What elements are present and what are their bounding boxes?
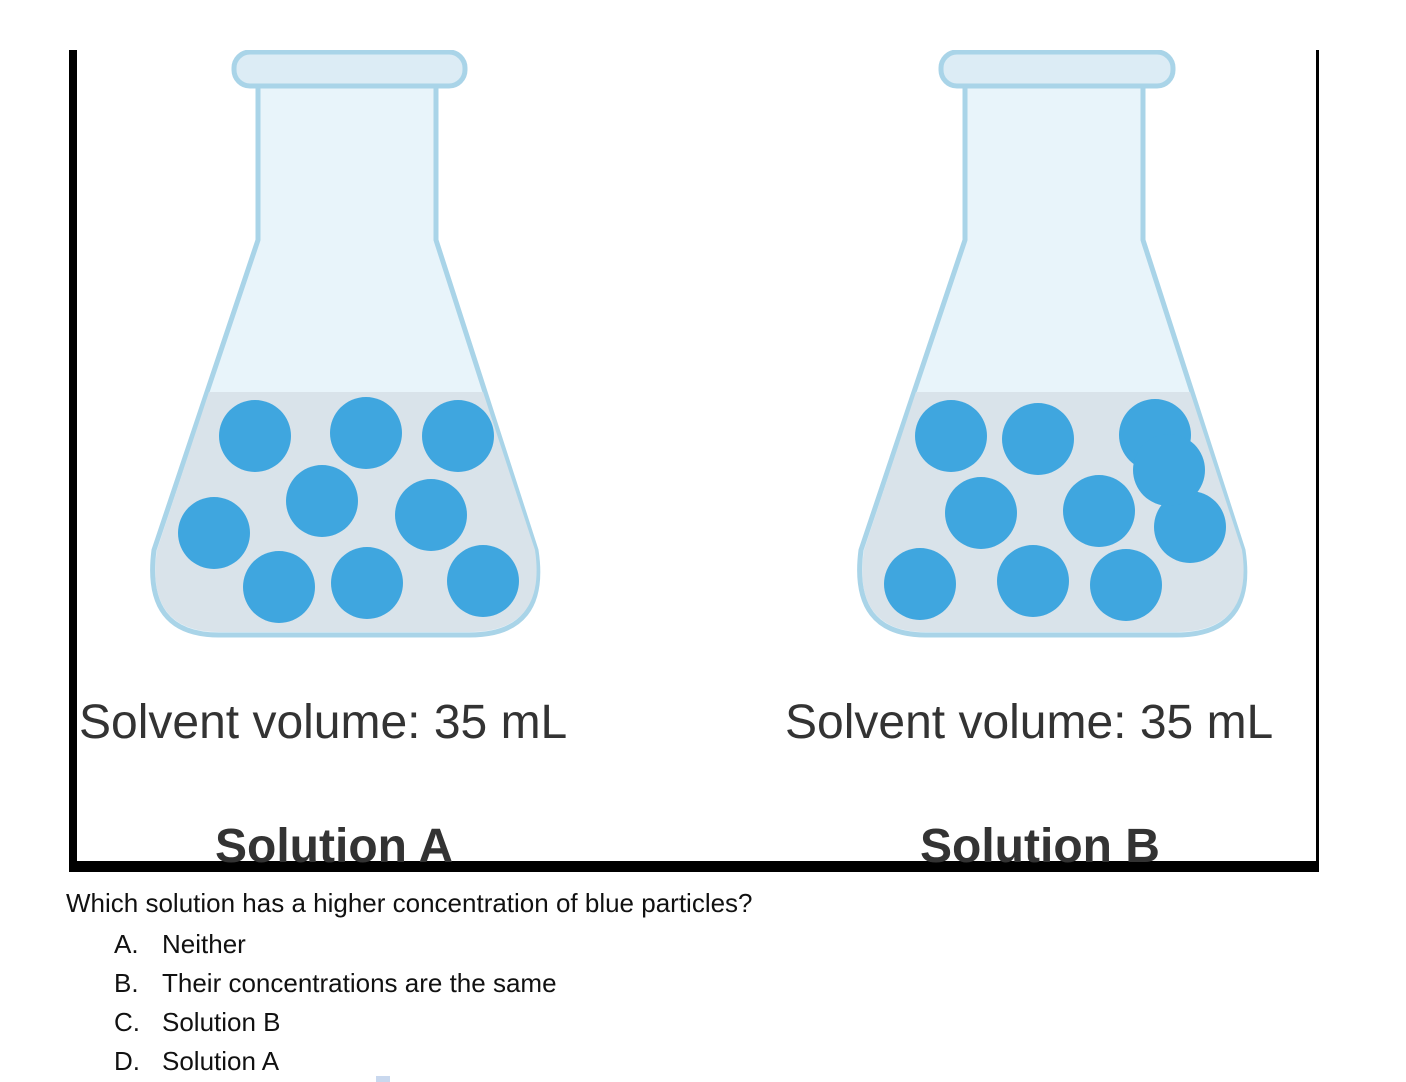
solution-b-particle — [1063, 475, 1135, 547]
solution-a-particle — [447, 545, 519, 617]
choice-d-letter: D. — [114, 1042, 162, 1081]
solution-a-particle — [286, 465, 358, 537]
solution-a-particle — [331, 547, 403, 619]
choice-b[interactable]: B. Their concentrations are the same — [114, 964, 557, 1003]
solution-a-title: Solution A — [215, 820, 453, 872]
choice-a-letter: A. — [114, 925, 162, 964]
solution-b-particle — [997, 545, 1069, 617]
solution-a-particle — [395, 479, 467, 551]
solution-b-particle — [1002, 403, 1074, 475]
solution-a-particle — [178, 497, 250, 569]
choice-c-text: Solution B — [162, 1003, 281, 1042]
flask-b-lip — [941, 52, 1173, 86]
solution-a-particle — [243, 551, 315, 623]
solution-a-particle — [330, 397, 402, 469]
choice-a[interactable]: A. Neither — [114, 925, 557, 964]
choice-d-text: Solution A — [162, 1042, 279, 1081]
solution-a-volume-label: Solvent volume: 35 mL — [79, 696, 567, 749]
answer-choices: A. Neither B. Their concentrations are t… — [114, 925, 557, 1081]
choice-b-text: Their concentrations are the same — [162, 964, 557, 1003]
choice-d[interactable]: D. Solution A — [114, 1042, 557, 1081]
flask-b — [860, 52, 1245, 635]
frame-left-border — [69, 50, 77, 872]
solution-b-particle — [884, 548, 956, 620]
flask-figure-svg: Solvent volume: 35 mL Solvent volume: 35… — [69, 50, 1319, 872]
choice-a-text: Neither — [162, 925, 246, 964]
solution-b-particle — [1090, 549, 1162, 621]
text-cursor-marker — [376, 1076, 390, 1082]
choice-c-letter: C. — [114, 1003, 162, 1042]
solution-b-particle — [915, 400, 987, 472]
flask-a — [153, 52, 538, 635]
solution-b-particle — [945, 477, 1017, 549]
solution-a-particle — [219, 400, 291, 472]
solution-a-particle — [422, 400, 494, 472]
choice-b-letter: B. — [114, 964, 162, 1003]
solution-b-volume-label: Solvent volume: 35 mL — [785, 696, 1273, 749]
question-text: Which solution has a higher concentratio… — [66, 886, 753, 920]
solution-b-particle — [1133, 434, 1205, 506]
flask-a-lip — [234, 52, 465, 86]
choice-c[interactable]: C. Solution B — [114, 1003, 557, 1042]
frame-right-border — [1316, 50, 1319, 872]
flask-comparison-figure: Solvent volume: 35 mL Solvent volume: 35… — [69, 50, 1319, 872]
solution-b-title: Solution B — [920, 820, 1160, 872]
